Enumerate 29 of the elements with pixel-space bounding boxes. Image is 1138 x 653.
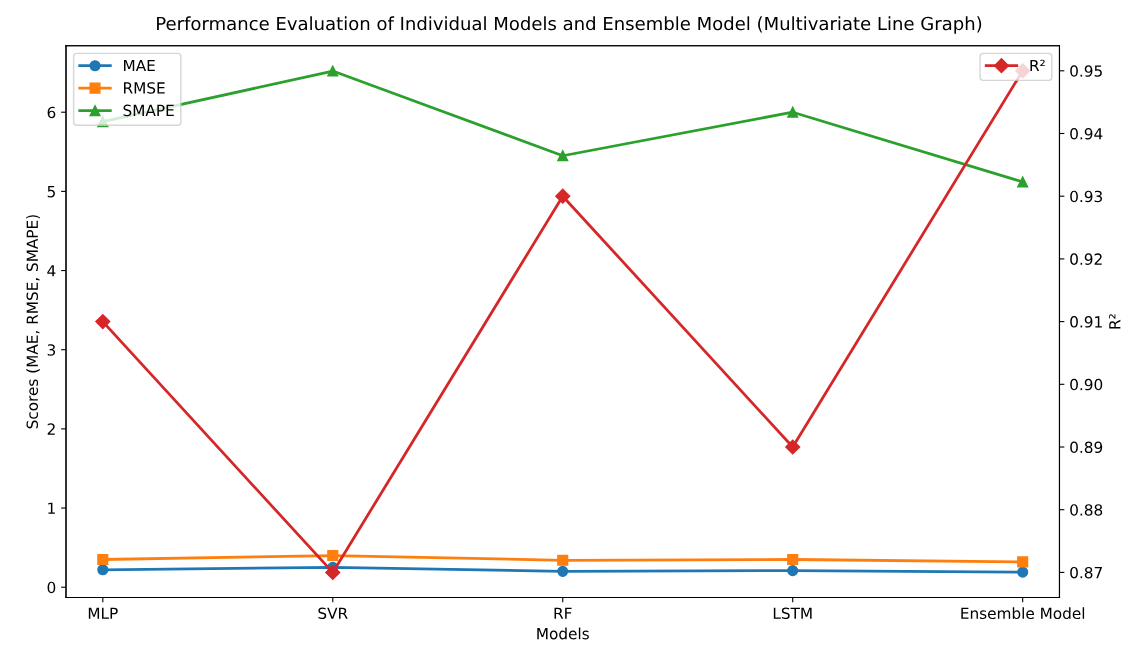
x-tick-label: LSTM	[773, 607, 812, 620]
x-tick-label: Ensemble Model	[961, 607, 1085, 620]
y2-axis-title: R²	[1109, 314, 1121, 329]
y-tick-label: 3	[47, 344, 56, 356]
legend-label: MAE	[124, 59, 155, 72]
y2-tick-label: 0.94	[1070, 127, 1103, 140]
y2-tick-label: 0.91	[1070, 316, 1102, 328]
y-tick-label: 1	[48, 502, 55, 514]
y-tick-label: 2	[47, 423, 55, 435]
y2-tick-label: 0.88	[1070, 504, 1103, 516]
y2-tick-label: 0.92	[1070, 253, 1102, 265]
y2-tick-label: 0.90	[1070, 378, 1103, 391]
legend-label: R²	[1030, 59, 1045, 72]
y2-tick-label: 0.95	[1070, 65, 1102, 77]
chart-title: Performance Evaluation of Individual Models and Ensemble Model (Multivariate Line Graph)	[157, 16, 982, 34]
x-tick-label: MLP	[88, 607, 118, 619]
y-tick-label: 5	[47, 186, 55, 198]
y-axis-title: Scores (MAE, RMSE, SMAPE)	[26, 215, 40, 429]
x-tick-label: SVR	[318, 607, 348, 620]
legend-label: SMAPE	[123, 104, 174, 117]
y2-tick-label: 0.93	[1070, 190, 1102, 203]
x-tick-label: RF	[554, 607, 572, 619]
y2-tick-label: 0.87	[1070, 566, 1102, 579]
y-tick-label: 6	[47, 106, 56, 119]
y-tick-label: 4	[47, 265, 56, 277]
y-tick-label: 0	[47, 581, 56, 594]
y2-tick-label: 0.89	[1070, 441, 1103, 454]
x-axis-title: Models	[537, 627, 589, 640]
legend-label: RMSE	[124, 82, 165, 94]
